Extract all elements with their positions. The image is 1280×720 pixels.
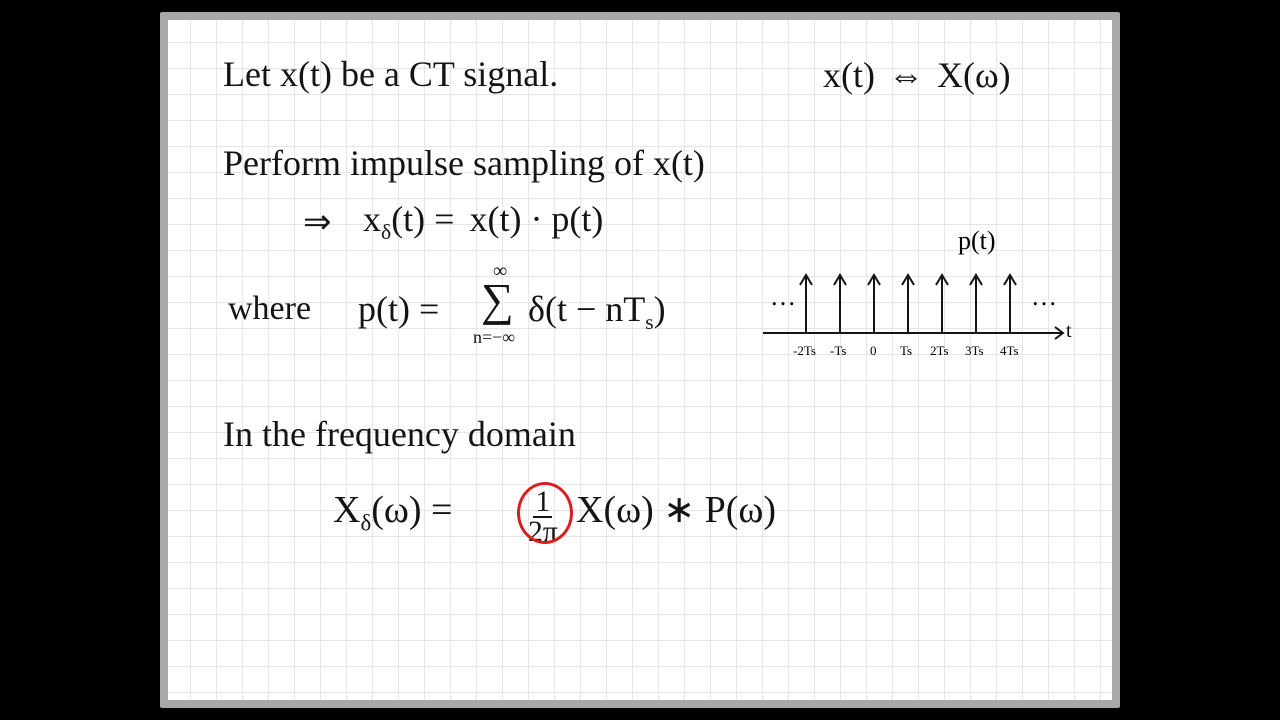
impulse-svg: … … t p(t) -2Ts -Ts 0 Ts 2Ts 3Ts 4Ts — [748, 225, 1078, 370]
svg-text:t: t — [1066, 320, 1072, 342]
line4-where: where — [228, 290, 311, 327]
xs-tail: (t) = — [391, 199, 454, 239]
paper-frame: Let x(t) be a CT signal. x(t) ⇔ X(ω) Per… — [160, 12, 1120, 708]
svg-text:0: 0 — [870, 343, 877, 358]
svg-text:2Ts: 2Ts — [930, 343, 949, 358]
impulse-train-diagram: … … t p(t) -2Ts -Ts 0 Ts 2Ts 3Ts 4Ts — [748, 225, 1078, 370]
iff-arrow: ⇔ — [884, 55, 928, 95]
sum-arg-main: δ(t − nT — [528, 289, 645, 329]
highlight-circle — [517, 482, 573, 544]
svg-text:4Ts: 4Ts — [1000, 343, 1019, 358]
line4-p: p(t) = — [358, 290, 439, 330]
text-line-2: Perform impulse sampling of x(t) — [223, 144, 705, 184]
xs-rhs: x(t) · p(t) — [463, 199, 603, 239]
Xw: X(ω) — [937, 55, 1011, 95]
svg-text:-Ts: -Ts — [830, 343, 846, 358]
line3-arrow: ⇒ — [303, 204, 332, 241]
graph-paper: Let x(t) be a CT signal. x(t) ⇔ X(ω) Per… — [168, 20, 1112, 700]
Xs-X: X — [333, 489, 360, 531]
line6-rhs: X(ω) ∗ P(ω) — [576, 490, 776, 532]
sum-arg: δ(t − nTs) — [528, 290, 666, 335]
sum-arg-close: ) — [654, 289, 666, 329]
text-line-5: In the frequency domain — [223, 415, 576, 455]
line6-lhs: Xδ(ω) = — [333, 490, 452, 536]
text-line-1a: Let x(t) be a CT signal. — [223, 55, 558, 95]
xs-x: x — [363, 199, 381, 239]
svg-text:p(t): p(t) — [958, 226, 996, 255]
svg-text:3Ts: 3Ts — [965, 343, 984, 358]
sum-symbol: ∑ — [481, 275, 514, 326]
sum-arg-sub: s — [645, 310, 653, 334]
svg-text:…: … — [1031, 282, 1057, 311]
line3-eq: xδ(t) = x(t) · p(t) — [363, 200, 603, 245]
svg-text:Ts: Ts — [900, 343, 912, 358]
svg-text:-2Ts: -2Ts — [793, 343, 816, 358]
Xs-sub: δ — [360, 511, 371, 536]
xt: x(t) — [823, 55, 875, 95]
text-line-1b: x(t) ⇔ X(ω) — [823, 56, 1011, 96]
sum-bottom: n=−∞ — [473, 328, 515, 348]
Xs-tail: (ω) = — [371, 489, 452, 531]
svg-text:…: … — [770, 282, 796, 311]
xs-sub: δ — [381, 220, 391, 244]
